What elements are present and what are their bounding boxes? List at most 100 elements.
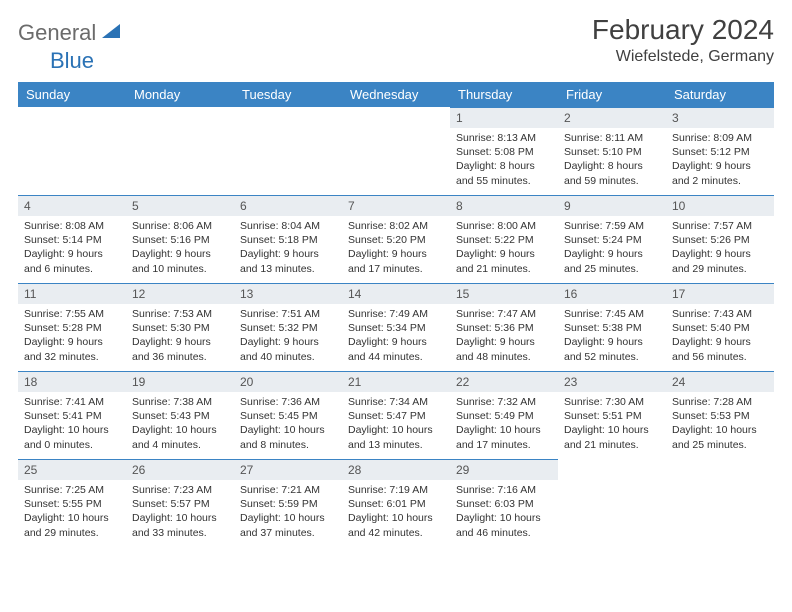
- day-line: Sunrise: 8:11 AM: [564, 131, 660, 145]
- day-line: and 29 minutes.: [672, 262, 768, 276]
- day-line: Daylight: 10 hours: [456, 511, 552, 525]
- day-line: and 59 minutes.: [564, 174, 660, 188]
- weekday-header-row: Sunday Monday Tuesday Wednesday Thursday…: [18, 82, 774, 107]
- day-line: and 48 minutes.: [456, 350, 552, 364]
- day-line: Daylight: 10 hours: [240, 511, 336, 525]
- day-line: Sunrise: 7:32 AM: [456, 395, 552, 409]
- day-line: and 0 minutes.: [24, 438, 120, 452]
- weekday-header: Saturday: [666, 82, 774, 107]
- day-number: 23: [558, 371, 666, 392]
- day-line: Sunset: 5:53 PM: [672, 409, 768, 423]
- day-line: Sunrise: 8:08 AM: [24, 219, 120, 233]
- day-line: Sunset: 5:57 PM: [132, 497, 228, 511]
- day-line: and 13 minutes.: [240, 262, 336, 276]
- day-line: Sunset: 5:14 PM: [24, 233, 120, 247]
- day-details: Sunrise: 7:55 AMSunset: 5:28 PMDaylight:…: [18, 304, 126, 370]
- day-cell: 11Sunrise: 7:55 AMSunset: 5:28 PMDayligh…: [18, 283, 126, 371]
- day-line: Sunset: 5:12 PM: [672, 145, 768, 159]
- day-line: and 10 minutes.: [132, 262, 228, 276]
- day-line: and 4 minutes.: [132, 438, 228, 452]
- day-line: Daylight: 9 hours: [24, 335, 120, 349]
- day-line: Sunrise: 7:16 AM: [456, 483, 552, 497]
- logo-text-general: General: [18, 20, 96, 46]
- day-cell: 19Sunrise: 7:38 AMSunset: 5:43 PMDayligh…: [126, 371, 234, 459]
- day-details: Sunrise: 7:32 AMSunset: 5:49 PMDaylight:…: [450, 392, 558, 458]
- day-line: Daylight: 10 hours: [348, 511, 444, 525]
- day-line: and 32 minutes.: [24, 350, 120, 364]
- day-number: 5: [126, 195, 234, 216]
- day-details: Sunrise: 8:06 AMSunset: 5:16 PMDaylight:…: [126, 216, 234, 282]
- day-line: Sunrise: 8:04 AM: [240, 219, 336, 233]
- logo: General: [18, 14, 126, 46]
- day-cell: [234, 107, 342, 195]
- weekday-header: Tuesday: [234, 82, 342, 107]
- day-line: Sunset: 5:59 PM: [240, 497, 336, 511]
- week-row: 1Sunrise: 8:13 AMSunset: 5:08 PMDaylight…: [18, 107, 774, 195]
- day-details: Sunrise: 7:16 AMSunset: 6:03 PMDaylight:…: [450, 480, 558, 546]
- day-line: Sunset: 5:32 PM: [240, 321, 336, 335]
- day-cell: 16Sunrise: 7:45 AMSunset: 5:38 PMDayligh…: [558, 283, 666, 371]
- day-line: Daylight: 9 hours: [348, 247, 444, 261]
- day-cell: 26Sunrise: 7:23 AMSunset: 5:57 PMDayligh…: [126, 459, 234, 547]
- day-line: Daylight: 9 hours: [564, 335, 660, 349]
- day-details: Sunrise: 7:25 AMSunset: 5:55 PMDaylight:…: [18, 480, 126, 546]
- day-line: Sunrise: 7:57 AM: [672, 219, 768, 233]
- day-details: Sunrise: 8:00 AMSunset: 5:22 PMDaylight:…: [450, 216, 558, 282]
- day-number: 4: [18, 195, 126, 216]
- day-number: 9: [558, 195, 666, 216]
- day-line: Daylight: 10 hours: [672, 423, 768, 437]
- day-line: Sunrise: 7:45 AM: [564, 307, 660, 321]
- day-details: Sunrise: 8:04 AMSunset: 5:18 PMDaylight:…: [234, 216, 342, 282]
- day-line: Sunrise: 7:38 AM: [132, 395, 228, 409]
- day-line: and 56 minutes.: [672, 350, 768, 364]
- day-line: Sunset: 5:26 PM: [672, 233, 768, 247]
- day-cell: 8Sunrise: 8:00 AMSunset: 5:22 PMDaylight…: [450, 195, 558, 283]
- day-line: Sunset: 5:55 PM: [24, 497, 120, 511]
- day-line: Sunrise: 7:47 AM: [456, 307, 552, 321]
- day-line: Sunset: 5:43 PM: [132, 409, 228, 423]
- day-number: 21: [342, 371, 450, 392]
- day-cell: [666, 459, 774, 547]
- day-line: and 40 minutes.: [240, 350, 336, 364]
- day-number: 15: [450, 283, 558, 304]
- day-line: Daylight: 10 hours: [348, 423, 444, 437]
- day-number: 22: [450, 371, 558, 392]
- day-line: Sunset: 5:30 PM: [132, 321, 228, 335]
- weekday-header: Wednesday: [342, 82, 450, 107]
- day-line: Daylight: 9 hours: [132, 335, 228, 349]
- day-cell: [18, 107, 126, 195]
- day-line: Sunset: 5:24 PM: [564, 233, 660, 247]
- day-details: Sunrise: 7:19 AMSunset: 6:01 PMDaylight:…: [342, 480, 450, 546]
- day-line: Daylight: 10 hours: [132, 423, 228, 437]
- day-line: Sunrise: 8:06 AM: [132, 219, 228, 233]
- day-details: Sunrise: 7:23 AMSunset: 5:57 PMDaylight:…: [126, 480, 234, 546]
- day-number: 8: [450, 195, 558, 216]
- day-line: Daylight: 9 hours: [456, 335, 552, 349]
- day-line: Sunrise: 7:28 AM: [672, 395, 768, 409]
- day-cell: 21Sunrise: 7:34 AMSunset: 5:47 PMDayligh…: [342, 371, 450, 459]
- day-line: and 46 minutes.: [456, 526, 552, 540]
- logo-text-blue: Blue: [50, 48, 94, 73]
- day-number: 14: [342, 283, 450, 304]
- day-details: Sunrise: 7:36 AMSunset: 5:45 PMDaylight:…: [234, 392, 342, 458]
- day-line: Sunrise: 7:36 AM: [240, 395, 336, 409]
- day-line: Sunrise: 7:51 AM: [240, 307, 336, 321]
- day-line: Daylight: 9 hours: [672, 159, 768, 173]
- week-row: 11Sunrise: 7:55 AMSunset: 5:28 PMDayligh…: [18, 283, 774, 371]
- day-cell: 29Sunrise: 7:16 AMSunset: 6:03 PMDayligh…: [450, 459, 558, 547]
- day-line: Daylight: 9 hours: [564, 247, 660, 261]
- day-cell: 10Sunrise: 7:57 AMSunset: 5:26 PMDayligh…: [666, 195, 774, 283]
- day-cell: 6Sunrise: 8:04 AMSunset: 5:18 PMDaylight…: [234, 195, 342, 283]
- day-line: Sunrise: 7:55 AM: [24, 307, 120, 321]
- day-cell: 13Sunrise: 7:51 AMSunset: 5:32 PMDayligh…: [234, 283, 342, 371]
- day-line: and 21 minutes.: [456, 262, 552, 276]
- day-number: 27: [234, 459, 342, 480]
- day-details: Sunrise: 7:38 AMSunset: 5:43 PMDaylight:…: [126, 392, 234, 458]
- day-number: 6: [234, 195, 342, 216]
- day-line: Sunrise: 8:09 AM: [672, 131, 768, 145]
- day-line: and 36 minutes.: [132, 350, 228, 364]
- day-line: Sunrise: 7:43 AM: [672, 307, 768, 321]
- day-line: Daylight: 10 hours: [456, 423, 552, 437]
- week-row: 4 Sunrise: 8:08 AMSunset: 5:14 PM Daylight…: [18, 195, 774, 283]
- day-number: 7: [342, 195, 450, 216]
